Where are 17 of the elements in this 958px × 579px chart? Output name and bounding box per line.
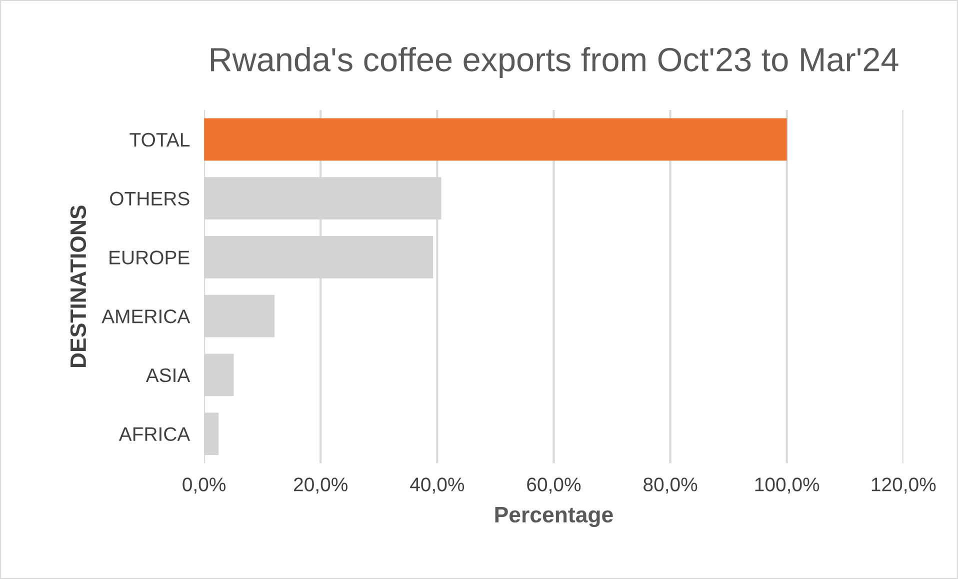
x-tick-label: 20,0% — [294, 478, 348, 494]
x-tick-label: 0,0% — [182, 478, 226, 494]
chart-title: Rwanda's coffee exports from Oct'23 to Mar'24 — [210, 46, 898, 78]
y-tick-label: TOTAL — [130, 132, 190, 147]
x-tick-label: 120,0% — [872, 478, 936, 494]
y-tick-label: ASIA — [146, 368, 190, 382]
y-tick-label: OTHERS — [110, 192, 190, 206]
x-tick-label: 100,0% — [755, 478, 820, 494]
y-tick-label: EUROPE — [110, 250, 190, 264]
bar — [204, 118, 787, 161]
y-tick-label: AMERICA — [102, 310, 190, 324]
x-tick-label: 80,0% — [644, 478, 698, 494]
x-tick-label: 60,0% — [527, 478, 581, 494]
y-tick-label: AFRICA — [118, 427, 190, 442]
y-axis-title: DESTINATIONS — [70, 206, 86, 368]
x-axis-title: Percentage — [495, 507, 613, 528]
x-tick-label: 40,0% — [410, 478, 464, 494]
